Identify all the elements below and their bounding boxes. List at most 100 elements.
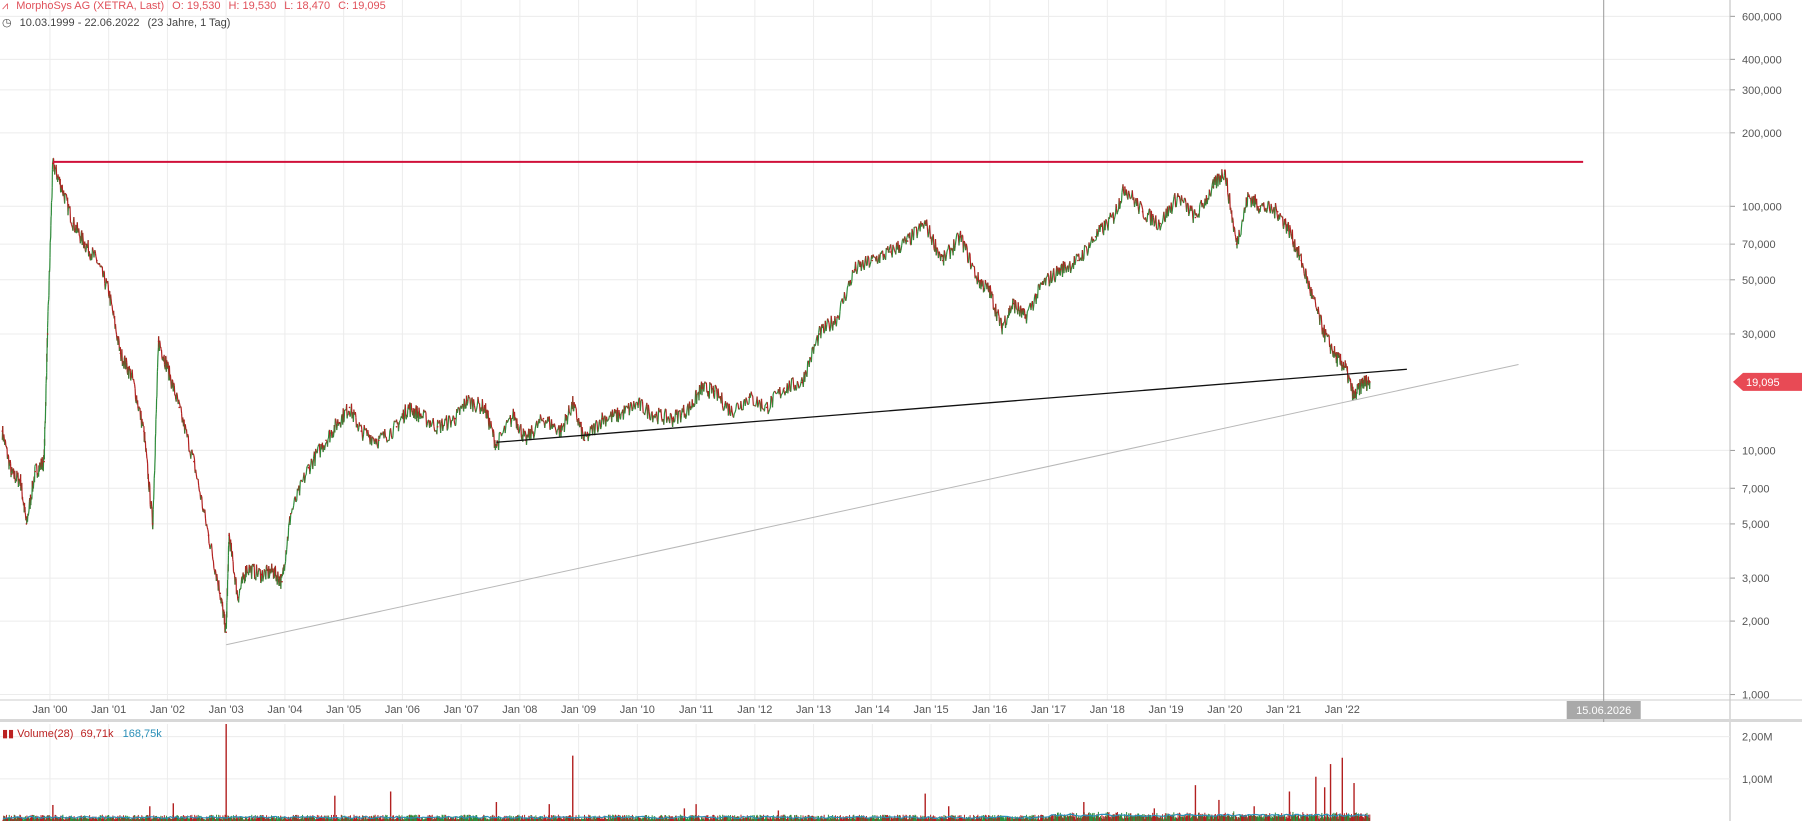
price-segment	[98, 263, 99, 264]
price-point	[701, 387, 703, 389]
price-segment	[586, 436, 587, 437]
price-segment	[557, 429, 558, 430]
price-segment	[493, 429, 494, 433]
price-segment	[260, 569, 261, 583]
price-segment	[583, 432, 584, 434]
price-segment	[363, 435, 364, 441]
price-segment	[333, 432, 334, 437]
price-segment	[1277, 212, 1278, 219]
price-segment	[131, 378, 132, 381]
price-segment	[516, 418, 517, 420]
x-tick-label: Jan '07	[444, 704, 479, 716]
price-segment	[771, 396, 772, 398]
price-segment	[79, 228, 80, 235]
price-segment	[349, 411, 350, 413]
price-segment	[1143, 217, 1144, 219]
price-segment	[655, 416, 656, 418]
price-point	[1336, 357, 1338, 359]
price-segment	[613, 416, 614, 417]
price-segment	[601, 426, 602, 429]
price-point	[924, 223, 926, 225]
price-segment	[365, 430, 366, 431]
price-segment	[820, 326, 821, 328]
price-segment	[902, 240, 903, 246]
price-segment	[482, 399, 483, 414]
price-point	[455, 418, 457, 420]
price-segment	[1315, 302, 1316, 307]
price-segment	[523, 429, 524, 431]
price-segment	[265, 571, 266, 572]
price-segment	[300, 481, 301, 495]
price-segment	[266, 566, 267, 579]
price-segment	[111, 295, 112, 300]
price-segment	[89, 251, 90, 253]
price-segment	[1007, 320, 1008, 325]
price-point	[1159, 223, 1161, 225]
price-segment	[576, 408, 577, 409]
price-segment	[380, 434, 381, 439]
price-segment	[525, 432, 526, 435]
price-segment	[1229, 194, 1230, 203]
price-point	[942, 260, 944, 262]
price-segment	[839, 311, 840, 320]
price-segment	[1291, 234, 1292, 237]
price-point	[361, 430, 363, 432]
price-segment	[824, 332, 825, 333]
price-segment	[1108, 217, 1109, 230]
price-segment	[112, 304, 113, 305]
price-segment	[62, 185, 63, 194]
y-tick-label: 5,000	[1742, 519, 1770, 531]
price-point	[572, 403, 574, 405]
price-segment	[1054, 268, 1055, 280]
price-segment	[1141, 204, 1142, 206]
price-segment	[773, 394, 774, 407]
price-segment	[459, 408, 460, 409]
price-segment	[658, 408, 659, 424]
price-segment	[840, 302, 841, 311]
price-segment	[427, 420, 428, 424]
price-segment	[673, 417, 674, 423]
price-segment	[782, 392, 783, 394]
price-segment	[753, 396, 754, 406]
price-segment	[79, 236, 80, 237]
price-segment	[1234, 227, 1235, 228]
price-segment	[918, 228, 919, 232]
x-tick-label: Jan '12	[737, 704, 772, 716]
price-segment	[1173, 196, 1174, 201]
price-segment	[419, 408, 420, 413]
price-segment	[727, 403, 728, 404]
price-segment	[1007, 318, 1008, 320]
price-segment	[1219, 174, 1220, 179]
price-segment	[767, 402, 768, 414]
price-segment	[80, 241, 81, 243]
price-segment	[596, 420, 597, 422]
price-segment	[119, 336, 120, 340]
price-segment	[607, 420, 608, 421]
price-segment	[917, 231, 918, 238]
price-segment	[1245, 207, 1246, 213]
price-segment	[305, 476, 306, 483]
price-segment	[703, 383, 704, 390]
price-segment	[351, 410, 352, 415]
price-segment	[752, 395, 753, 396]
price-segment	[988, 283, 989, 292]
price-segment	[1241, 222, 1242, 228]
price-segment	[105, 286, 106, 290]
price-point	[261, 574, 263, 576]
price-segment	[1156, 215, 1157, 228]
price-segment	[194, 456, 195, 460]
price-point	[466, 400, 468, 402]
price-segment	[602, 413, 603, 418]
price-segment	[325, 445, 326, 450]
price-segment	[758, 404, 759, 407]
range-detail: (23 Jahre, 1 Tag)	[148, 17, 231, 29]
price-segment	[844, 292, 845, 298]
price-point	[1344, 366, 1346, 368]
chart-icon: ⩘	[2, 0, 8, 12]
price-segment	[1160, 227, 1161, 230]
price-point	[783, 387, 785, 389]
price-segment	[598, 430, 599, 433]
price-point	[437, 426, 439, 428]
price-segment	[460, 408, 461, 415]
price-segment	[1335, 352, 1336, 353]
